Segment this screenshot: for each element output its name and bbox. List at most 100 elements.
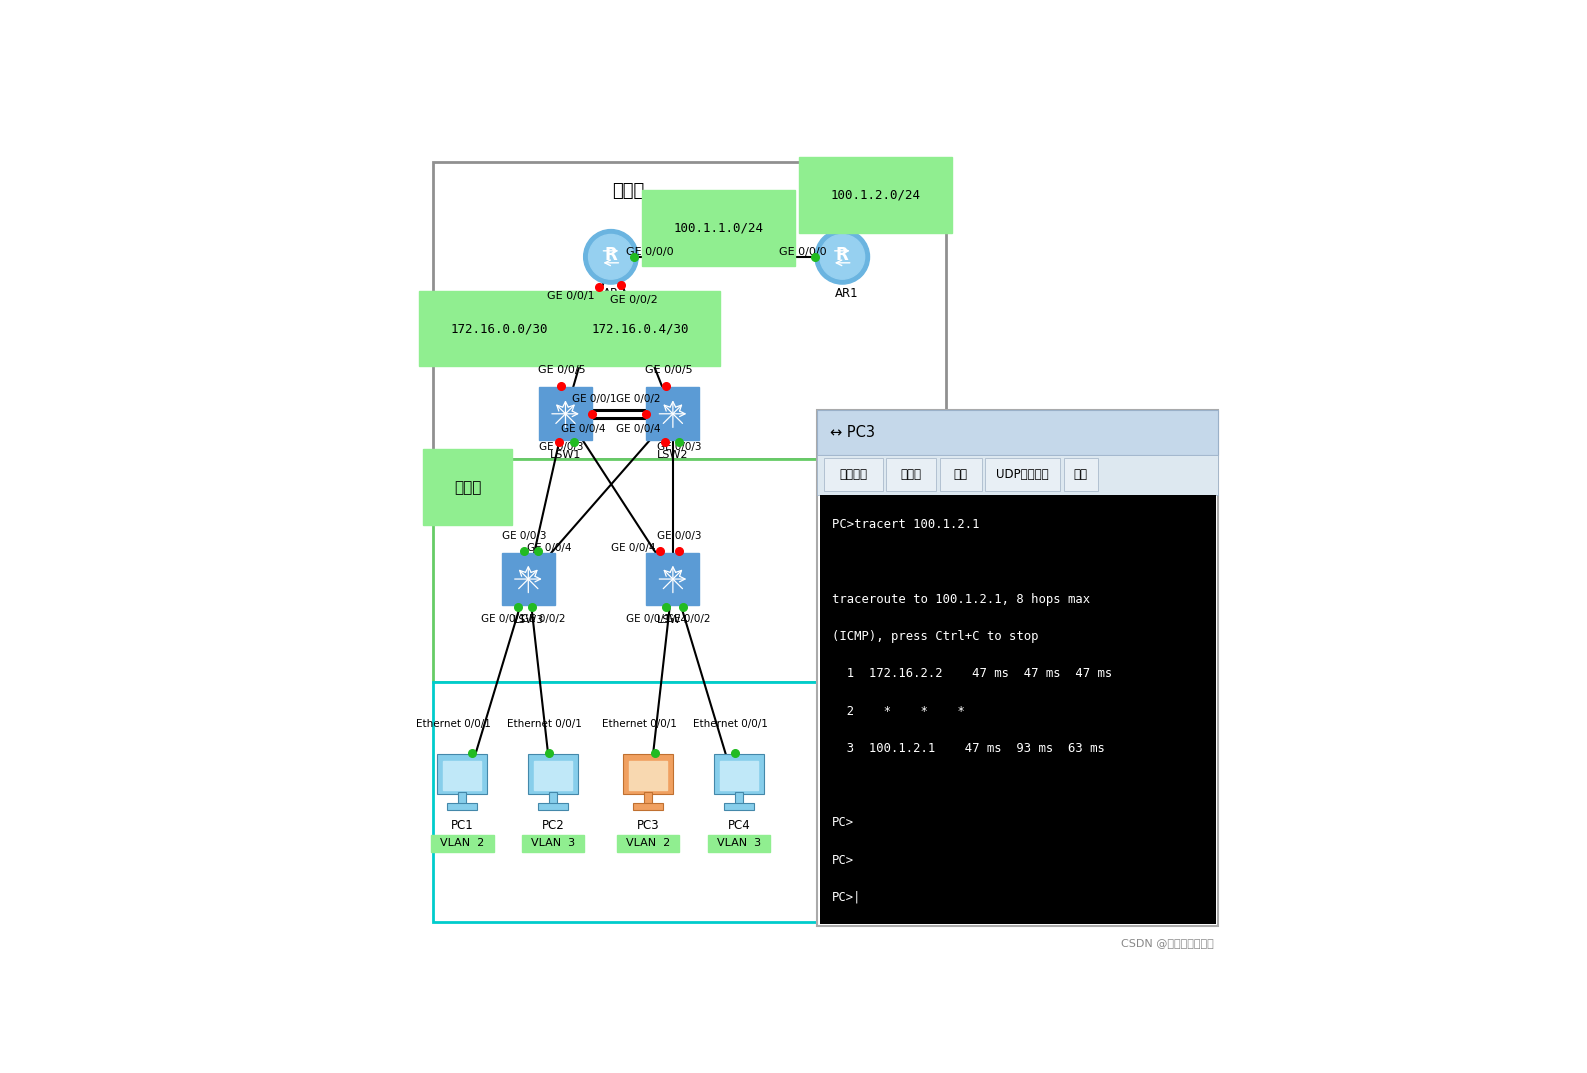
FancyBboxPatch shape — [817, 410, 1219, 455]
Text: GE 0/0/2: GE 0/0/2 — [665, 614, 709, 623]
Text: GE 0/0/4: GE 0/0/4 — [527, 543, 571, 553]
Text: PC>|: PC>| — [832, 891, 862, 903]
Bar — [714, 754, 763, 794]
Text: VLAN  2: VLAN 2 — [625, 838, 670, 849]
Text: AR2: AR2 — [603, 288, 627, 300]
Text: PC1: PC1 — [451, 819, 473, 832]
Bar — [633, 803, 663, 809]
Bar — [720, 761, 759, 790]
Text: VLAN  3: VLAN 3 — [532, 838, 574, 849]
FancyBboxPatch shape — [817, 410, 1219, 926]
Text: 172.16.0.4/30: 172.16.0.4/30 — [590, 322, 689, 335]
Text: traceroute to 100.1.2.1, 8 hops max: traceroute to 100.1.2.1, 8 hops max — [832, 592, 1090, 605]
Text: 命令行: 命令行 — [901, 469, 922, 482]
Text: PC>tracert 100.1.2.1: PC>tracert 100.1.2.1 — [832, 518, 979, 531]
Text: 串口: 串口 — [1074, 469, 1087, 482]
Text: LSW1: LSW1 — [549, 451, 581, 460]
Text: GE 0/0/3: GE 0/0/3 — [657, 531, 701, 541]
Circle shape — [589, 235, 633, 279]
Bar — [628, 761, 667, 790]
Text: 1  172.16.2.2    47 ms  47 ms  47 ms: 1 172.16.2.2 47 ms 47 ms 47 ms — [832, 667, 1112, 680]
Bar — [624, 754, 673, 794]
Text: GE 0/0/3: GE 0/0/3 — [540, 442, 584, 452]
Text: PC>: PC> — [832, 817, 854, 829]
FancyBboxPatch shape — [708, 835, 770, 852]
Text: 100.1.2.0/24: 100.1.2.0/24 — [830, 189, 920, 202]
Text: LSW2: LSW2 — [657, 451, 689, 460]
Text: GE 0/0/2: GE 0/0/2 — [616, 394, 660, 403]
Text: UDP发包工具: UDP发包工具 — [997, 469, 1049, 482]
Circle shape — [816, 230, 870, 284]
Bar — [443, 761, 481, 790]
Text: 172.16.0.0/30: 172.16.0.0/30 — [451, 322, 548, 335]
Bar — [448, 803, 478, 809]
Text: PC>: PC> — [832, 854, 854, 867]
Text: R: R — [836, 246, 849, 264]
Text: LSW4: LSW4 — [657, 616, 689, 626]
Text: R: R — [605, 246, 617, 264]
Text: GE 0/0/4: GE 0/0/4 — [562, 424, 606, 433]
FancyBboxPatch shape — [617, 835, 679, 852]
Text: GE 0/0/4: GE 0/0/4 — [616, 424, 660, 433]
Bar — [644, 792, 652, 805]
Text: Ethernet 0/0/1: Ethernet 0/0/1 — [694, 719, 768, 729]
Text: 基础配置: 基础配置 — [840, 469, 868, 482]
FancyBboxPatch shape — [433, 682, 822, 922]
FancyBboxPatch shape — [817, 455, 1219, 495]
FancyBboxPatch shape — [430, 835, 494, 852]
Text: GE 0/0/5: GE 0/0/5 — [538, 365, 586, 374]
Text: VLAN  3: VLAN 3 — [717, 838, 762, 849]
Text: PC2: PC2 — [541, 819, 565, 832]
Text: GE 0/0/0: GE 0/0/0 — [625, 247, 673, 256]
Circle shape — [584, 230, 638, 284]
FancyBboxPatch shape — [940, 458, 982, 491]
FancyBboxPatch shape — [433, 459, 822, 682]
Text: AR1: AR1 — [835, 288, 859, 300]
Text: GE 0/0/2: GE 0/0/2 — [521, 614, 565, 623]
Text: GE 0/0/3: GE 0/0/3 — [501, 531, 546, 541]
Text: ↔ PC3: ↔ PC3 — [830, 425, 874, 440]
Text: CSDN @埋头苦干的小马: CSDN @埋头苦干的小马 — [1122, 939, 1214, 949]
FancyBboxPatch shape — [820, 495, 1216, 924]
Bar — [501, 553, 555, 605]
Text: PC3: PC3 — [636, 819, 660, 832]
FancyBboxPatch shape — [986, 458, 1060, 491]
Text: GE 0/0/0: GE 0/0/0 — [779, 247, 827, 256]
Text: 核心层: 核心层 — [613, 182, 644, 201]
Text: 组播: 组播 — [954, 469, 968, 482]
Text: GE 0/0/2: GE 0/0/2 — [609, 295, 659, 305]
Bar — [540, 387, 592, 440]
Text: PC4: PC4 — [727, 819, 751, 832]
Text: GE 0/0/1: GE 0/0/1 — [548, 292, 595, 302]
Text: GE 0/0/5: GE 0/0/5 — [644, 365, 692, 374]
Text: Ethernet 0/0/1: Ethernet 0/0/1 — [416, 719, 492, 729]
Bar — [538, 803, 568, 809]
Circle shape — [820, 235, 865, 279]
Text: LSW3: LSW3 — [513, 616, 544, 626]
FancyBboxPatch shape — [522, 835, 584, 852]
Bar — [735, 792, 743, 805]
Bar — [646, 387, 700, 440]
Text: Ethernet 0/0/1: Ethernet 0/0/1 — [603, 719, 678, 729]
Bar — [646, 553, 700, 605]
Text: GE 0/0/3: GE 0/0/3 — [657, 442, 701, 452]
FancyBboxPatch shape — [824, 458, 882, 491]
Bar — [724, 803, 754, 809]
Bar — [535, 761, 571, 790]
Text: GE 0/0/4: GE 0/0/4 — [611, 543, 655, 553]
Text: (ICMP), press Ctrl+C to stop: (ICMP), press Ctrl+C to stop — [832, 630, 1039, 643]
Bar — [459, 792, 467, 805]
Text: 100.1.1.0/24: 100.1.1.0/24 — [673, 221, 763, 234]
Text: GE 0/0/1: GE 0/0/1 — [573, 394, 617, 403]
Text: 2    *    *    *: 2 * * * — [832, 705, 965, 718]
FancyBboxPatch shape — [433, 162, 946, 459]
Text: 3  100.1.2.1    47 ms  93 ms  63 ms: 3 100.1.2.1 47 ms 93 ms 63 ms — [832, 741, 1105, 754]
FancyBboxPatch shape — [886, 458, 936, 491]
Text: VLAN  2: VLAN 2 — [440, 838, 484, 849]
Text: GE 0/0/1: GE 0/0/1 — [481, 614, 525, 623]
Bar — [549, 792, 557, 805]
Text: 汇聚层: 汇聚层 — [454, 480, 481, 495]
FancyBboxPatch shape — [1063, 458, 1098, 491]
Bar — [528, 754, 578, 794]
Text: Ethernet 0/0/1: Ethernet 0/0/1 — [508, 719, 582, 729]
